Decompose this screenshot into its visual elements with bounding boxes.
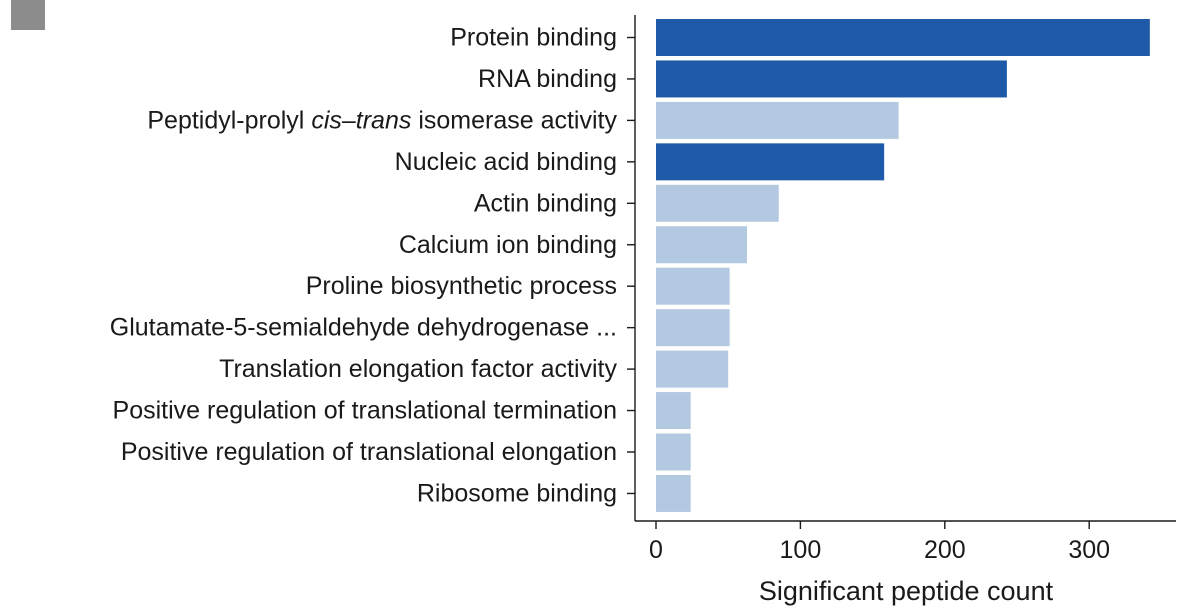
x-tick-label-100: 100 (780, 536, 822, 564)
bar-9 (656, 392, 691, 430)
bar-10 (656, 433, 691, 471)
bar-7 (656, 309, 730, 347)
bar-8 (656, 350, 729, 388)
y-label-11: Ribosome binding (417, 479, 617, 507)
bar-6 (656, 267, 730, 305)
y-label-8: Translation elongation factor activity (219, 355, 617, 383)
bar-11 (656, 474, 691, 512)
bars-group (656, 19, 1150, 512)
y-label-5: Calcium ion binding (399, 231, 617, 259)
bar-2 (656, 101, 899, 139)
y-label-10: Positive regulation of translational elo… (121, 438, 617, 466)
y-label-0: Protein binding (450, 24, 617, 52)
axes-group: 0 100 200 300 (627, 15, 1176, 564)
bar-3 (656, 143, 885, 181)
y-tick-labels: Protein binding RNA binding Peptidyl-proly… (110, 24, 618, 508)
bar-5 (656, 226, 747, 264)
y-label-9: Positive regulation of translational ter… (113, 397, 617, 425)
x-tick-label-0: 0 (649, 536, 663, 564)
x-axis-title: Significant peptide count (759, 576, 1054, 606)
y-label-2: Peptidyl-prolyl cis–trans isomerase acti… (147, 106, 617, 134)
bar-0 (656, 19, 1150, 56)
y-label-1: RNA binding (478, 65, 617, 93)
bar-4 (656, 184, 779, 222)
y-label-4: Actin binding (474, 189, 617, 217)
x-tick-label-200: 200 (924, 536, 966, 564)
y-label-6: Proline biosynthetic process (306, 272, 617, 300)
y-label-7: Glutamate-5-semialdehyde dehydrogenase .… (110, 314, 617, 342)
x-tick-label-300: 300 (1068, 536, 1110, 564)
y-label-3: Nucleic acid binding (395, 148, 617, 176)
panel-label-tab (11, 0, 45, 30)
bar-1 (656, 60, 1007, 98)
